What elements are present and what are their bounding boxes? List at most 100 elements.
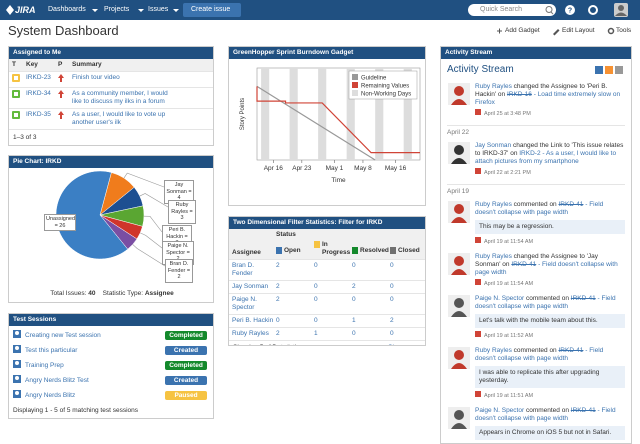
count[interactable]: 2 — [276, 330, 280, 337]
activity-entry: Ruby Rayles commented on IRKD-41 - Field… — [441, 201, 631, 246]
count[interactable]: 0 — [314, 296, 318, 303]
count[interactable]: 1 — [352, 317, 356, 324]
issue-summary[interactable]: - Field doesn't collapse with page width — [475, 347, 604, 362]
activity-stream: Activity Stream Ruby Rayles changed the … — [441, 58, 631, 443]
timestamp-row: April 19 at 11:54 AM — [475, 279, 625, 288]
user-link[interactable]: Ruby Rayles — [475, 253, 512, 260]
issue-link[interactable]: IRKD-41 — [558, 347, 584, 354]
user-link[interactable]: Ruby Rayles — [475, 201, 512, 208]
session-name[interactable]: Test this particular — [25, 346, 78, 354]
entry-text: Ruby Rayles commented on IRKD-41 - Field… — [475, 347, 625, 363]
issue-link[interactable]: IRKD-41 — [558, 201, 584, 208]
user-link[interactable]: Paige N. Spector — [475, 295, 525, 302]
tools-menu[interactable]: Tools — [616, 27, 632, 34]
issue-summary[interactable]: Finish tour video — [72, 74, 120, 81]
stats-row: Ruby Rayles 2 1 0 0 — [229, 328, 425, 341]
column-label: Assignee — [232, 249, 261, 256]
issue-summary[interactable]: - Field doesn't collapse with page width — [475, 261, 618, 276]
issue-summary[interactable]: - Field doesn't collapse with page width — [475, 201, 604, 216]
count[interactable]: 0 — [276, 317, 280, 324]
session-name[interactable]: Training Prep — [25, 361, 64, 369]
issue-summary[interactable]: - As a user, I would like to attach pict… — [475, 150, 617, 165]
count[interactable]: 2 — [390, 317, 394, 324]
column-label: In Progress — [322, 241, 351, 256]
issue-key[interactable]: IRKD-23 — [26, 74, 51, 81]
count[interactable]: 2 — [276, 262, 280, 269]
test-row: Angry Nerds Blitz Paused — [9, 388, 213, 403]
create-issue-button[interactable]: Create issue — [191, 6, 231, 13]
user-link[interactable]: Paige N. Spector — [475, 407, 525, 414]
issue-key[interactable]: IRKD-34 — [26, 90, 51, 97]
issue-summary[interactable]: As a community member, I would like to d… — [72, 90, 168, 105]
icon — [13, 360, 21, 368]
count[interactable]: 2 — [276, 296, 280, 303]
nav-menu[interactable]: Issues — [148, 6, 169, 13]
assignee[interactable]: Bran D. Fender — [232, 262, 255, 277]
session-icon — [13, 330, 25, 341]
nav-menu[interactable]: Dashboards — [48, 6, 86, 13]
issue-row: IRKD-35 As a user, I would like to vote u… — [9, 109, 213, 130]
avatar — [448, 201, 470, 226]
show-more[interactable]: Show more — [388, 344, 421, 345]
session-name[interactable]: Angry Nerds Blitz — [25, 391, 76, 399]
statistic: Assignee — [144, 290, 174, 297]
issue-link[interactable]: IRKD-41 — [570, 407, 596, 414]
icon — [448, 347, 470, 369]
issue-link[interactable]: IRKD-41 — [511, 261, 537, 268]
count[interactable]: 1 — [314, 330, 318, 337]
nav-menu[interactable]: Projects — [104, 6, 130, 13]
count[interactable]: 0 — [352, 330, 356, 337]
icon — [475, 168, 481, 174]
count[interactable]: 2 — [276, 283, 280, 290]
issue-summary[interactable]: - Field doesn't collapse with page width — [475, 295, 616, 310]
avatar — [448, 142, 470, 167]
count[interactable]: 0 — [352, 262, 356, 269]
pie-label: Bran D. Fender = 2 — [165, 259, 193, 283]
session-name[interactable]: Creating new Test session — [25, 331, 101, 339]
activity-heading-row: Activity Stream — [441, 58, 631, 78]
assignee[interactable]: Ruby Rayles — [232, 330, 269, 337]
group-header: Status — [229, 229, 425, 239]
gadget-title: Pie Chart: IRKD — [9, 156, 213, 168]
column-header: Assignee — [232, 249, 276, 257]
stats-summary: Showing 5 of 5 statistics. — [233, 344, 305, 345]
timestamp-row: April 19 at 11:51 AM — [475, 391, 625, 400]
timestamp-row: April 19 at 11:52 AM — [475, 331, 625, 340]
icon — [58, 90, 64, 98]
count[interactable]: 0 — [390, 296, 394, 303]
search-input[interactable]: Quick Search — [480, 6, 523, 13]
user-link[interactable]: Ruby Rayles — [475, 83, 512, 90]
count[interactable]: 2 — [352, 283, 356, 290]
column-label: Open — [284, 247, 301, 254]
user-link[interactable]: Ruby Rayles — [475, 347, 512, 354]
issue-summary[interactable]: - Field doesn't collapse with page width — [475, 407, 616, 422]
assignee[interactable]: Peri B. Hackin — [232, 317, 274, 324]
count[interactable]: 0 — [390, 283, 394, 290]
count[interactable]: 0 — [390, 330, 394, 337]
stats-row: Paige N. Spector 2 0 0 0 — [229, 294, 425, 315]
issue-link[interactable]: IRKD-2 — [519, 150, 541, 157]
issue-key[interactable]: IRKD-35 — [26, 111, 51, 118]
issue-link[interactable]: IRKD-41 — [570, 295, 596, 302]
count[interactable]: 0 — [314, 262, 318, 269]
count[interactable]: 0 — [314, 283, 318, 290]
issue-summary[interactable]: As a user, I would like to vote up anoth… — [72, 111, 166, 126]
issue-icon — [475, 391, 481, 400]
issue-link[interactable]: IRKD-16 — [506, 91, 532, 98]
column-header: Open — [276, 247, 314, 257]
entry-text: Paige N. Spector commented on IRKD-41 - … — [475, 407, 625, 423]
icon — [13, 375, 21, 383]
user-link[interactable]: Jay Sonman — [475, 142, 512, 149]
add-gadget[interactable]: Add Gadget — [505, 27, 540, 34]
count[interactable]: 0 — [314, 317, 318, 324]
assignee[interactable]: Jay Sonman — [232, 283, 269, 290]
pie-label: Ruby Rayles = 3 — [168, 200, 196, 224]
session-name[interactable]: Angry Nerds Blitz Test — [25, 376, 89, 384]
logo[interactable]: JIRA — [15, 5, 36, 15]
issue-summary[interactable]: - Load time extremely slow on Firefox — [475, 91, 621, 106]
count[interactable]: 0 — [352, 296, 356, 303]
assignee[interactable]: Paige N. Spector — [232, 296, 257, 311]
count[interactable]: 0 — [390, 262, 394, 269]
session-icon — [13, 345, 25, 356]
edit-layout[interactable]: Edit Layout — [562, 27, 595, 34]
